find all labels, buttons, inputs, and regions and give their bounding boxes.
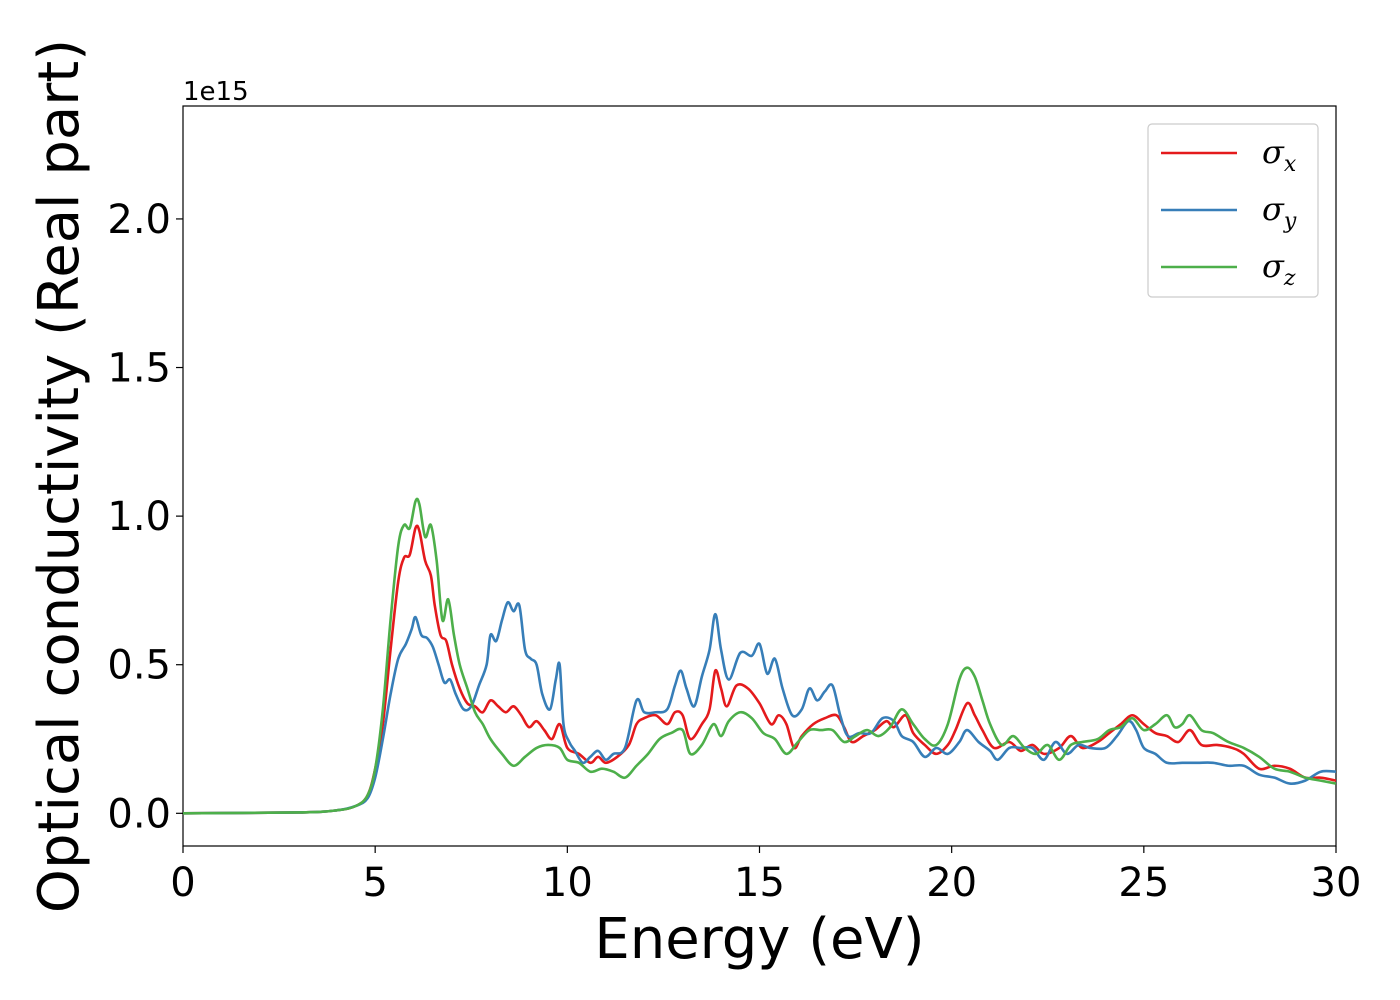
legend-label-sigma-z: σz bbox=[1262, 247, 1296, 291]
legend-label-sigma-x: σx bbox=[1262, 133, 1297, 177]
x-tick-label: 15 bbox=[734, 860, 785, 906]
x-axis-title: Energy (eV) bbox=[594, 907, 924, 972]
y-tick-label: 1.0 bbox=[107, 494, 171, 540]
x-tick-label: 20 bbox=[926, 860, 977, 906]
series-line-sigma-y bbox=[183, 600, 1336, 815]
y-axis-title: Optical conductivity (Real part) bbox=[27, 39, 92, 913]
x-tick-label: 25 bbox=[1118, 860, 1169, 906]
y-tick-label: 2.0 bbox=[107, 197, 171, 243]
y-tick-label: 1.5 bbox=[107, 346, 171, 392]
x-tick-label: 30 bbox=[1311, 860, 1362, 906]
y-tick-label: 0.0 bbox=[107, 791, 171, 837]
series-layer bbox=[183, 497, 1336, 815]
y-offset-label: 1e15 bbox=[183, 77, 249, 107]
x-tick-label: 5 bbox=[362, 860, 387, 906]
x-tick-label: 10 bbox=[542, 860, 593, 906]
y-tick-label: 0.5 bbox=[107, 643, 171, 689]
x-tick-label: 0 bbox=[170, 860, 195, 906]
series-line-sigma-z bbox=[183, 497, 1336, 815]
legend-label-sigma-y: σy bbox=[1262, 190, 1297, 234]
series-line-sigma-x bbox=[183, 524, 1336, 815]
legend: σx σy σz bbox=[1147, 123, 1319, 298]
axes-layer: 0 5 10 15 20 25 30 0.0 0.5 1.0 1.5 2.0 bbox=[107, 197, 1361, 906]
